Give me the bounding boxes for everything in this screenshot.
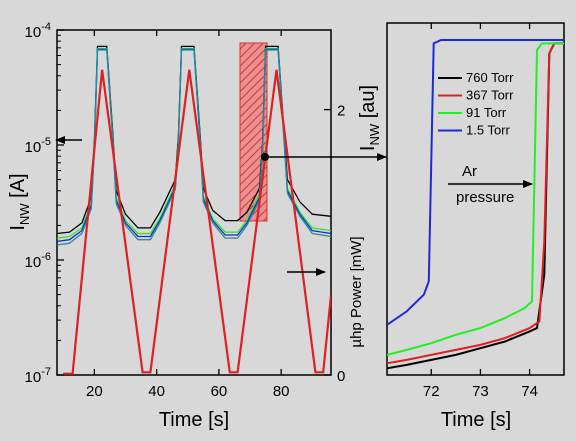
right-y-axis-label: INW [au] — [357, 85, 382, 151]
left-series-group — [57, 45, 331, 375]
right-series-red-line — [387, 42, 564, 365]
left-x-tick-label: 40 — [148, 383, 165, 400]
left-y-ticks: 10-7 10-6 10-5 10-4 — [25, 21, 64, 386]
legend-label: 91 Torr — [466, 105, 507, 120]
left-y-tick-label: 10-4 — [25, 21, 51, 41]
left-series-green-line — [57, 47, 331, 239]
right-series-green-line — [387, 42, 564, 356]
left-y2-axis-label: µhp Power [mW] — [348, 236, 365, 347]
right-x-tick-label: 72 — [423, 383, 440, 400]
left-x-axis-label: Time [s] — [159, 409, 229, 431]
left-y-tick-label: 10-6 — [25, 251, 51, 271]
left-x-tick-label: 80 — [273, 383, 290, 400]
legend-label: 1.5 Torr — [466, 123, 511, 138]
right-panel: 72 73 74 Time [s] INW [au] 760 Torr 367 Tor… — [357, 22, 565, 431]
left-y-tick-label: 10-5 — [25, 136, 51, 156]
left-y-axis-label: INW [A] — [7, 173, 32, 230]
annotation-pressure: pressure — [456, 189, 514, 206]
legend-label: 760 Torr — [466, 70, 514, 85]
left-series-black-line — [57, 45, 331, 235]
right-series-group — [387, 39, 564, 370]
left-series-teal-line — [57, 49, 331, 246]
left-plot-area — [56, 29, 332, 376]
left-y2-tick-label: 2 — [337, 103, 345, 120]
right-x-ticks: 72 73 74 — [423, 23, 538, 400]
left-x-tick-label: 20 — [86, 383, 103, 400]
left-panel: 20 40 60 80 10-710-610-510-4 02 Time [s] IN… — [7, 21, 365, 431]
legend-label: 367 Torr — [466, 88, 514, 103]
right-x-tick-label: 73 — [472, 383, 489, 400]
left-x-ticks: 20 40 60 80 — [86, 30, 290, 400]
right-series-blue-line — [387, 39, 564, 326]
left-y-tick-label: 10-7 — [25, 366, 51, 386]
left-x-tick-label: 60 — [211, 383, 228, 400]
left-series-red-line — [63, 69, 331, 375]
annotation-ar: Ar — [462, 163, 477, 180]
legend: 760 Torr 367 Torr 91 Torr 1.5 Torr — [438, 70, 514, 138]
left-series-blue-line — [57, 48, 331, 243]
left-y2-ticks: 02 — [324, 103, 345, 385]
left-y2-tick-label: 0 — [337, 368, 345, 385]
right-x-tick-label: 74 — [521, 383, 538, 400]
right-x-axis-label: Time [s] — [441, 409, 511, 431]
